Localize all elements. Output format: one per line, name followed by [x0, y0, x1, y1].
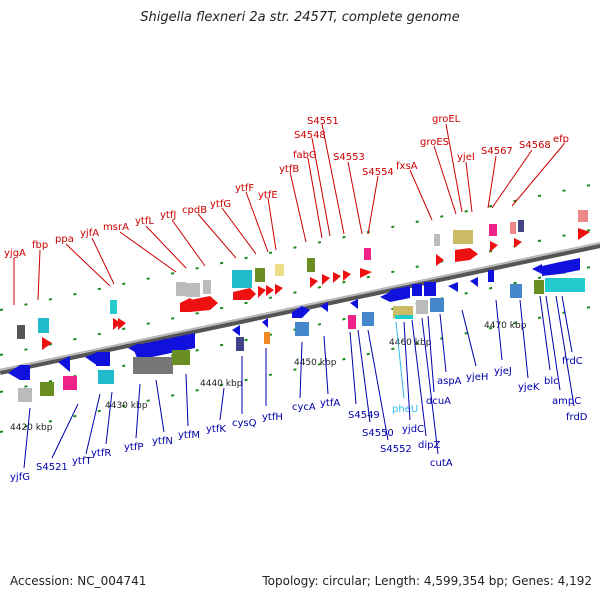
scale-labels: 4420 kbp 4430 kbp 4440 kbp 4450 kbp 4460…: [10, 321, 527, 433]
gene-label: dcuA: [426, 396, 451, 407]
gene-label: yjeJ: [494, 366, 512, 377]
gene-label: S4551: [307, 116, 339, 127]
gene-label: S4568: [519, 140, 551, 151]
scale-label: 4460 kbp: [389, 338, 432, 348]
gene-label: ytfA: [320, 398, 340, 409]
gene-label: fbp: [32, 240, 48, 251]
gene-label: ytfF: [235, 183, 254, 194]
gene-label: frdC: [562, 356, 583, 367]
scale-label: 4470 kbp: [484, 321, 527, 331]
gene-label: ytfK: [206, 424, 226, 435]
scale-label: 4450 kbp: [294, 358, 337, 368]
gene-label: ytfR: [91, 448, 111, 459]
gene-label: groEL: [432, 114, 461, 125]
gene-label: S4553: [333, 152, 365, 163]
gene-label: blc: [544, 376, 559, 387]
gene-label: S4567: [481, 146, 513, 157]
gene-label: S4549: [348, 410, 380, 421]
gene-label: ytfT: [72, 456, 92, 467]
genome-features: [8, 210, 590, 402]
gene-label: frdD: [566, 412, 588, 423]
gene-label: ppa: [55, 234, 74, 245]
gene-label: efp: [553, 134, 569, 145]
gene-label: S4548: [294, 130, 326, 141]
gene-label: S4550: [362, 428, 394, 439]
gene-label: groES: [420, 137, 449, 148]
gene-label: ampC: [552, 396, 581, 407]
scale-label: 4420 kbp: [10, 423, 53, 433]
gene-label: ytfN: [152, 436, 173, 447]
gene-label: ytfG: [210, 199, 231, 210]
gene-label: yjeK: [518, 382, 540, 393]
gene-label: yjeI: [457, 152, 475, 163]
gene-label-highlight: pheU: [392, 404, 418, 415]
genome-summary: Topology: circular; Length: 4,599,354 bp…: [262, 574, 592, 588]
gene-label: cycA: [292, 402, 316, 413]
gene-label: ytfE: [258, 190, 278, 201]
gene-label: ytfP: [124, 442, 143, 453]
gene-label: fxsA: [396, 161, 418, 172]
gene-label: ytfL: [135, 216, 154, 227]
gene-label: cysQ: [232, 418, 257, 429]
gene-label: S4521: [36, 462, 68, 473]
map-title: Shigella flexneri 2a str. 2457T, complet…: [140, 10, 460, 25]
scale-label: 4430 kbp: [105, 401, 148, 411]
gene-label: cutA: [430, 458, 453, 469]
gene-label: yjfG: [10, 472, 30, 483]
gene-label: fabG: [293, 150, 317, 161]
gene-label: msrA: [103, 222, 129, 233]
gene-label: ytfB: [279, 164, 299, 175]
gene-label: aspA: [437, 376, 462, 387]
gene-label: dipZ: [418, 440, 440, 451]
top-gene-labels: yjgA fbp ppa yjfA msrA ytfL ytfJ cpdB yt…: [4, 114, 569, 305]
gene-label: ytfJ: [160, 210, 176, 221]
scale-label: 4440 kbp: [200, 379, 243, 389]
gene-label: yjfA: [80, 228, 99, 239]
gene-label: S4554: [362, 167, 394, 178]
accession-label: Accession: NC_004741: [10, 574, 147, 588]
gene-label: ytfH: [262, 412, 283, 423]
gene-label: S4552: [380, 444, 412, 455]
gene-label: ytfM: [178, 430, 200, 441]
gene-label: yjgA: [4, 248, 26, 259]
bottom-gene-labels: yjfG S4521 ytfT ytfR ytfP ytfN ytfM ytfK…: [10, 295, 588, 483]
gene-label: cpdB: [182, 205, 207, 216]
gene-label: yjeH: [466, 372, 488, 383]
gene-label: yjdC: [402, 424, 424, 435]
